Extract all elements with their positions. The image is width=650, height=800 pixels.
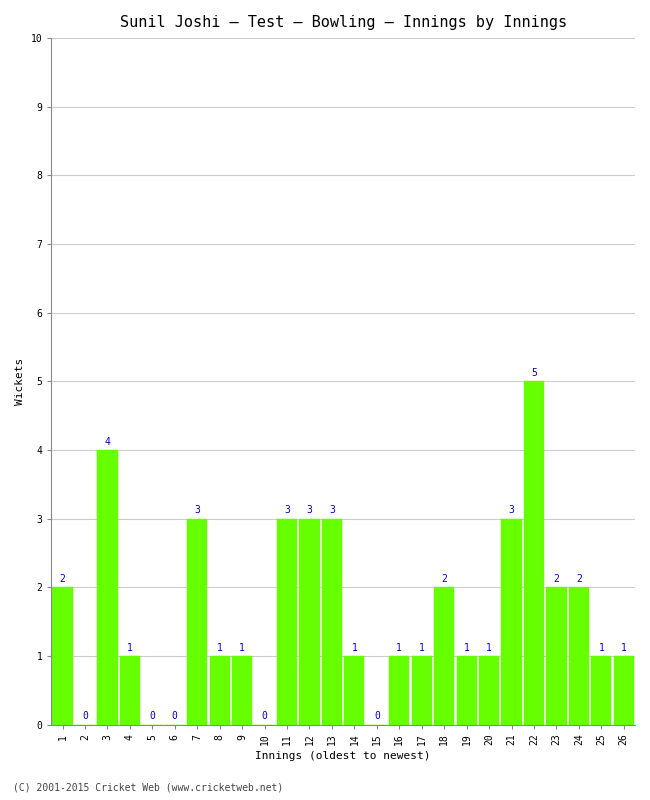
Bar: [322, 518, 342, 725]
Text: 3: 3: [329, 506, 335, 515]
Text: 3: 3: [307, 506, 313, 515]
Bar: [98, 450, 118, 725]
Text: 1: 1: [127, 642, 133, 653]
Bar: [456, 656, 476, 725]
Text: 0: 0: [82, 711, 88, 722]
Text: 0: 0: [374, 711, 380, 722]
Bar: [501, 518, 522, 725]
Text: (C) 2001-2015 Cricket Web (www.cricketweb.net): (C) 2001-2015 Cricket Web (www.cricketwe…: [13, 782, 283, 792]
Text: 3: 3: [508, 506, 514, 515]
Text: 1: 1: [599, 642, 604, 653]
Bar: [547, 587, 567, 725]
Text: 0: 0: [150, 711, 155, 722]
Text: 2: 2: [554, 574, 560, 584]
Text: 2: 2: [576, 574, 582, 584]
Text: 5: 5: [531, 368, 537, 378]
Bar: [344, 656, 365, 725]
Text: 3: 3: [284, 506, 290, 515]
Bar: [232, 656, 252, 725]
X-axis label: Innings (oldest to newest): Innings (oldest to newest): [255, 751, 431, 761]
Bar: [614, 656, 634, 725]
Text: 1: 1: [486, 642, 492, 653]
Bar: [300, 518, 320, 725]
Y-axis label: Wickets: Wickets: [15, 358, 25, 405]
Bar: [53, 587, 73, 725]
Text: 1: 1: [239, 642, 245, 653]
Text: 1: 1: [216, 642, 223, 653]
Bar: [209, 656, 230, 725]
Bar: [524, 382, 544, 725]
Title: Sunil Joshi – Test – Bowling – Innings by Innings: Sunil Joshi – Test – Bowling – Innings b…: [120, 15, 567, 30]
Bar: [277, 518, 297, 725]
Text: 3: 3: [194, 506, 200, 515]
Bar: [411, 656, 432, 725]
Text: 0: 0: [172, 711, 177, 722]
Bar: [569, 587, 589, 725]
Text: 4: 4: [105, 437, 111, 446]
Bar: [592, 656, 612, 725]
Bar: [120, 656, 140, 725]
Text: 1: 1: [463, 642, 469, 653]
Text: 2: 2: [60, 574, 66, 584]
Bar: [389, 656, 410, 725]
Bar: [479, 656, 499, 725]
Text: 1: 1: [621, 642, 627, 653]
Text: 0: 0: [262, 711, 268, 722]
Text: 2: 2: [441, 574, 447, 584]
Bar: [187, 518, 207, 725]
Text: 1: 1: [419, 642, 424, 653]
Text: 1: 1: [352, 642, 358, 653]
Text: 1: 1: [396, 642, 402, 653]
Bar: [434, 587, 454, 725]
